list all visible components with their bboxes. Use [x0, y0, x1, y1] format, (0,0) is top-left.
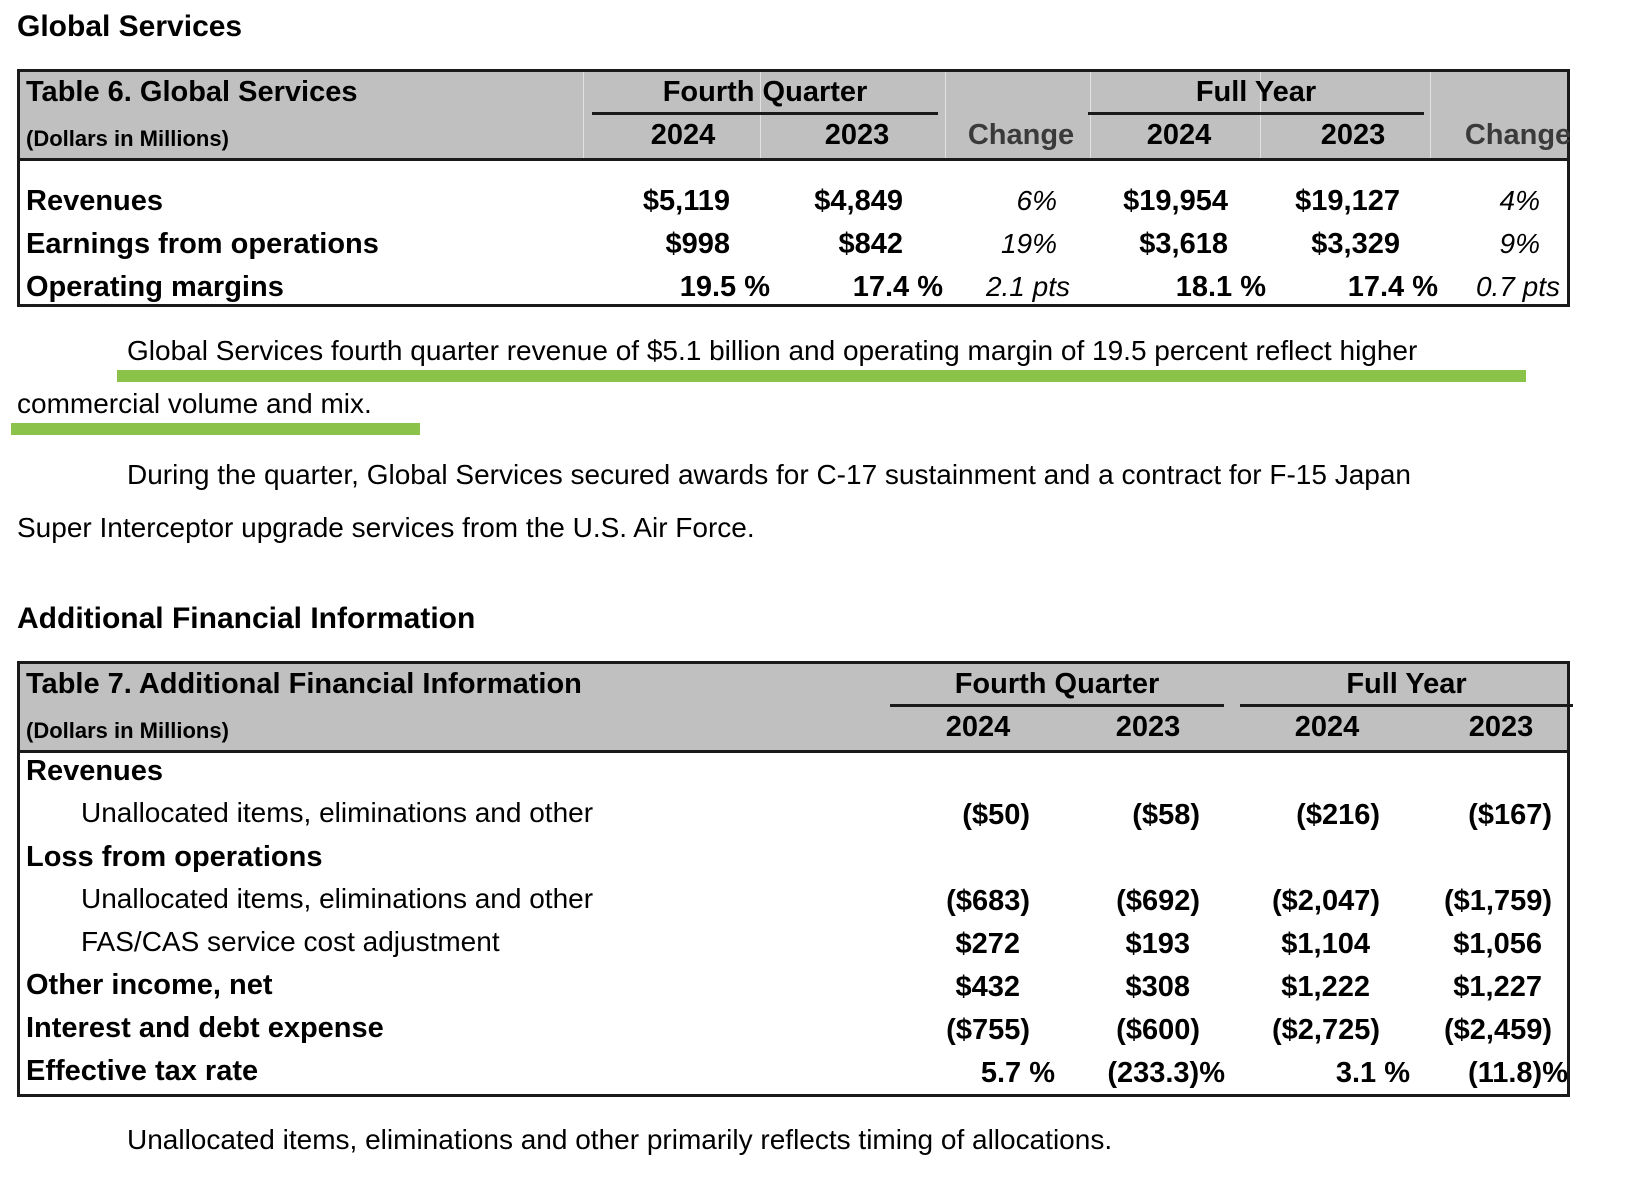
cell-y2023: $3,329 — [1311, 228, 1400, 260]
group-header-fourth-quarter: Fourth Quarter — [954, 668, 1160, 700]
group-underline — [1088, 112, 1424, 115]
col-header-y2023: 2023 — [1468, 711, 1534, 743]
row-label: Earnings from operations — [26, 228, 379, 260]
paragraph-line: commercial volume and mix. — [17, 388, 372, 419]
cell-q2024: ($50) — [962, 799, 1030, 831]
row-label: Effective tax rate — [26, 1055, 259, 1087]
cell-q2024: $272 — [955, 928, 1020, 960]
group-underline — [592, 112, 938, 115]
section-heading-additional-financial-info: Additional Financial Information — [17, 602, 476, 635]
row-label: Operating margins — [26, 271, 284, 303]
cell-y2023: ($1,759) — [1443, 885, 1552, 917]
cell-y2023: ($167) — [1468, 799, 1552, 831]
table-additional-financial-info: Table 7. Additional Financial Informatio… — [17, 661, 1573, 1097]
cell-q2024: 5.7 % — [980, 1057, 1055, 1089]
col-header-y2023: 2023 — [1320, 119, 1386, 151]
table-title: Table 6. Global Services — [26, 76, 358, 108]
group-underline — [890, 704, 1224, 707]
paragraph-line: Global Services fourth quarter revenue o… — [127, 335, 1418, 366]
cell-q2023: ($692) — [1116, 885, 1200, 917]
table-unit: (Dollars in Millions) — [26, 126, 229, 151]
cell-q2024: 19.5 % — [679, 271, 770, 303]
paragraph-line: Super Interceptor upgrade services from … — [17, 512, 755, 543]
cell-y-change: 9% — [1499, 228, 1540, 259]
table-unit: (Dollars in Millions) — [26, 718, 229, 743]
cell-q2023: ($58) — [1132, 799, 1200, 831]
cell-q2024: ($755) — [946, 1014, 1030, 1046]
cell-y2024: $1,104 — [1281, 928, 1370, 960]
cell-q2024: $432 — [955, 971, 1020, 1003]
row-label: Interest and debt expense — [26, 1012, 384, 1044]
col-header-q2024: 2024 — [945, 711, 1011, 743]
group-header-full-year: Full Year — [1195, 76, 1317, 108]
cell-y2024: $1,222 — [1281, 971, 1370, 1003]
cell-y-change: 4% — [1499, 185, 1540, 216]
cell-y2023: $1,056 — [1453, 928, 1542, 960]
cell-y2024: 3.1 % — [1335, 1057, 1410, 1089]
row-label: Other income, net — [26, 969, 273, 1001]
cell-y2023: ($2,459) — [1443, 1014, 1552, 1046]
table-header: Table 6. Global Services (Dollars in Mil… — [20, 72, 1571, 161]
group-header-fourth-quarter: Fourth Quarter — [662, 76, 868, 108]
cell-q2024: $5,119 — [642, 185, 730, 217]
row-label: Revenues — [26, 755, 164, 787]
cell-q2024: ($683) — [946, 885, 1030, 917]
cell-q2024: $998 — [665, 228, 730, 260]
cell-y2023: 17.4 % — [1347, 271, 1438, 303]
cell-q-change: 6% — [1016, 185, 1057, 216]
cell-y2024: $19,954 — [1123, 185, 1228, 217]
row-label: Unallocated items, eliminations and othe… — [81, 797, 594, 828]
row-label: FAS/CAS service cost adjustment — [81, 926, 500, 957]
row-label: Unallocated items, eliminations and othe… — [81, 883, 594, 914]
table-header: Table 7. Additional Financial Informatio… — [20, 664, 1573, 753]
cell-q2023: 17.4 % — [852, 271, 943, 303]
cell-q2023: $4,849 — [814, 185, 903, 217]
cell-q-change: 2.1 pts — [985, 271, 1070, 302]
paragraph-line: Unallocated items, eliminations and othe… — [127, 1124, 1113, 1155]
group-underline — [1240, 704, 1573, 707]
paragraph-line: During the quarter, Global Services secu… — [127, 459, 1411, 490]
table-body: Revenues $5,119 $4,849 6% $19,954 $19,12… — [20, 161, 1567, 307]
section-heading-global-services: Global Services — [17, 10, 243, 43]
cell-y2024: 18.1 % — [1175, 271, 1266, 303]
group-header-full-year: Full Year — [1346, 668, 1467, 700]
cell-y2024: ($2,725) — [1271, 1014, 1380, 1046]
col-header-q2024: 2024 — [650, 119, 716, 151]
cell-q2023: $308 — [1125, 971, 1190, 1003]
highlight-underline — [117, 370, 1526, 382]
cell-q-change: 19% — [1000, 228, 1057, 259]
row-label: Revenues — [26, 185, 164, 217]
col-header-y-change: Change — [1464, 119, 1572, 151]
col-header-q2023: 2023 — [824, 119, 890, 151]
cell-y2024: ($216) — [1296, 799, 1380, 831]
col-header-y2024: 2024 — [1294, 711, 1360, 743]
cell-y2024: $3,618 — [1139, 228, 1228, 260]
col-header-q-change: Change — [967, 119, 1075, 151]
cell-q2023: $193 — [1125, 928, 1190, 960]
col-header-q2023: 2023 — [1115, 711, 1181, 743]
row-label: Loss from operations — [26, 841, 323, 873]
cell-y2023: $19,127 — [1295, 185, 1400, 217]
cell-y2024: ($2,047) — [1271, 885, 1380, 917]
cell-q2023: ($600) — [1116, 1014, 1200, 1046]
table-body: Revenues Unallocated items, eliminations… — [20, 753, 1568, 1097]
cell-y2023: (11.8)% — [1468, 1057, 1568, 1089]
table-title: Table 7. Additional Financial Informatio… — [26, 668, 582, 700]
col-header-y2024: 2024 — [1146, 119, 1212, 151]
cell-q2023: $842 — [838, 228, 903, 260]
cell-y2023: $1,227 — [1453, 971, 1542, 1003]
table-global-services: Table 6. Global Services (Dollars in Mil… — [17, 69, 1571, 307]
cell-q2023: (233.3)% — [1107, 1057, 1225, 1089]
highlight-underline — [11, 423, 420, 435]
cell-y-change: 0.7 pts — [1475, 271, 1560, 302]
